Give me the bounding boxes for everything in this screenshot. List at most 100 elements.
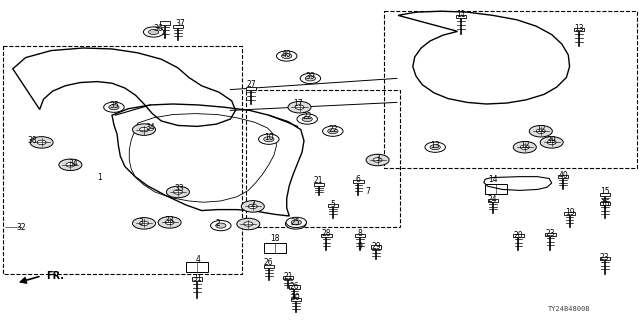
Text: 32: 32: [16, 223, 26, 232]
Text: TY24B4800B: TY24B4800B: [548, 306, 591, 312]
Text: 9: 9: [357, 242, 362, 251]
Text: 34: 34: [68, 159, 79, 168]
Text: 24: 24: [488, 196, 498, 204]
Text: 11: 11: [456, 10, 465, 19]
Bar: [513, 234, 524, 237]
Circle shape: [536, 129, 545, 133]
Text: 33: 33: [174, 184, 184, 193]
Bar: [353, 180, 364, 183]
Bar: [264, 265, 274, 268]
Text: 39: 39: [305, 72, 316, 81]
Text: 21: 21: [314, 176, 323, 185]
Circle shape: [366, 154, 389, 166]
Circle shape: [237, 218, 260, 230]
Bar: [488, 199, 498, 202]
Text: 36: 36: [154, 24, 164, 33]
Bar: [600, 202, 610, 205]
Text: 12: 12: [536, 125, 545, 134]
Circle shape: [140, 221, 148, 226]
Bar: [173, 25, 183, 28]
Circle shape: [295, 105, 304, 109]
Text: 37: 37: [175, 20, 186, 28]
Circle shape: [132, 218, 156, 229]
Bar: [289, 285, 300, 289]
Text: 15: 15: [600, 188, 610, 196]
Text: 2: 2: [250, 200, 255, 209]
Circle shape: [216, 223, 226, 228]
Circle shape: [328, 129, 338, 134]
Circle shape: [373, 158, 382, 162]
Circle shape: [173, 190, 182, 194]
Bar: [246, 90, 400, 227]
Text: 12: 12: [520, 141, 529, 150]
Text: FR.: FR.: [46, 271, 64, 281]
Text: 14: 14: [488, 175, 498, 184]
Circle shape: [66, 163, 75, 167]
Circle shape: [300, 73, 321, 84]
Text: 29: 29: [371, 242, 381, 251]
Circle shape: [259, 134, 279, 144]
Text: 31: 31: [192, 274, 202, 283]
Text: 7: 7: [365, 188, 371, 196]
Text: 5: 5: [330, 200, 335, 209]
Circle shape: [264, 137, 274, 142]
Text: 33: 33: [164, 216, 175, 225]
Circle shape: [166, 186, 189, 198]
Bar: [192, 277, 202, 281]
Bar: [600, 257, 610, 260]
Circle shape: [109, 105, 119, 110]
Bar: [291, 298, 301, 301]
Text: 3: 3: [138, 218, 143, 227]
Circle shape: [286, 217, 307, 228]
Bar: [355, 234, 365, 237]
Bar: [246, 87, 256, 90]
Text: 40: 40: [282, 50, 292, 59]
Text: 26: 26: [264, 258, 274, 267]
Circle shape: [513, 141, 536, 153]
Circle shape: [158, 217, 181, 228]
Bar: [545, 233, 556, 236]
Circle shape: [241, 201, 264, 212]
Circle shape: [282, 53, 292, 59]
Circle shape: [288, 101, 311, 113]
Text: 1: 1: [97, 173, 102, 182]
Text: 13: 13: [430, 141, 440, 150]
Circle shape: [248, 204, 257, 209]
Circle shape: [285, 219, 306, 229]
Bar: [371, 245, 381, 249]
Circle shape: [244, 222, 253, 226]
Bar: [328, 204, 338, 207]
Text: 8: 8: [357, 229, 362, 238]
Text: 4: 4: [196, 255, 201, 264]
Circle shape: [165, 220, 174, 225]
Text: 3: 3: [375, 154, 380, 163]
Text: 19: 19: [564, 208, 575, 217]
Text: 34: 34: [145, 124, 156, 132]
Bar: [314, 183, 324, 186]
Circle shape: [425, 142, 445, 152]
Text: 13: 13: [574, 24, 584, 33]
Circle shape: [305, 76, 316, 81]
Circle shape: [547, 140, 556, 145]
Circle shape: [323, 126, 343, 136]
Bar: [384, 11, 637, 168]
Text: 30: 30: [291, 293, 301, 302]
Text: 23: 23: [545, 229, 556, 238]
Circle shape: [140, 127, 148, 132]
Circle shape: [143, 27, 164, 37]
Bar: [321, 234, 332, 237]
Text: 18: 18: [271, 234, 280, 243]
Text: 26: 26: [289, 282, 300, 291]
Text: 35: 35: [109, 101, 119, 110]
Circle shape: [291, 220, 301, 225]
Text: 28: 28: [322, 229, 331, 238]
Text: 10: 10: [264, 133, 274, 142]
Circle shape: [297, 114, 317, 124]
Circle shape: [104, 102, 124, 112]
Circle shape: [59, 159, 82, 171]
Bar: [558, 175, 568, 178]
Circle shape: [276, 51, 297, 61]
Bar: [3, 46, 242, 274]
Bar: [160, 21, 170, 25]
Circle shape: [540, 137, 563, 148]
